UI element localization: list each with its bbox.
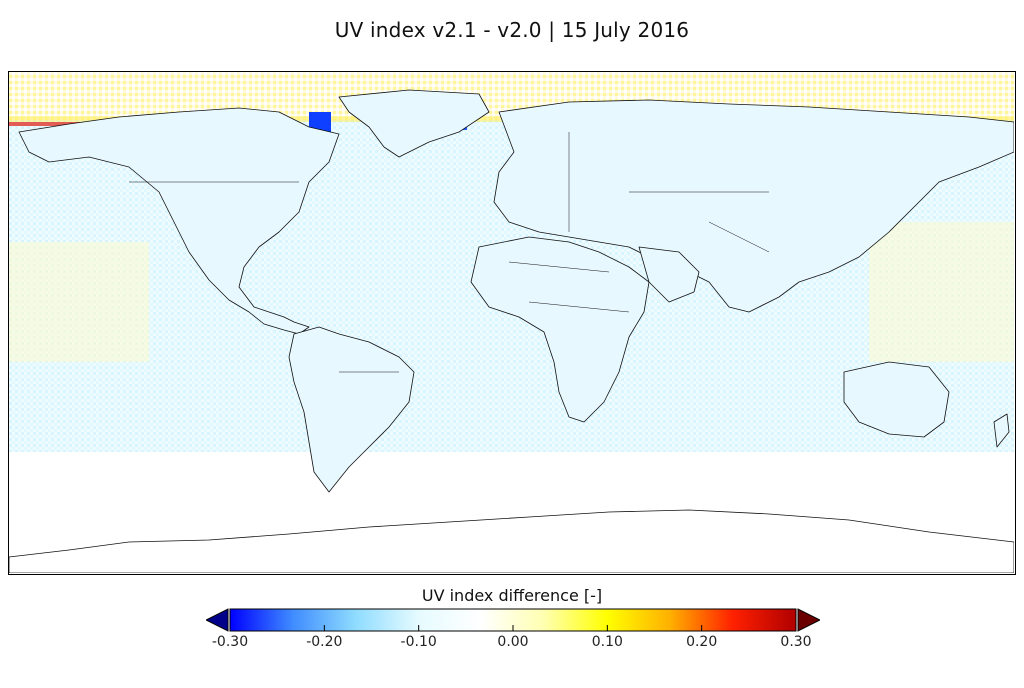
map-title: UV index v2.1 - v2.0 | 15 July 2016	[334, 18, 690, 42]
antarctica	[9, 509, 1014, 573]
arabia	[638, 246, 700, 303]
pacific-east-yellow	[9, 242, 149, 362]
country-borders	[129, 132, 770, 373]
colorbar-tick-label: 0.00	[497, 634, 529, 650]
new-zealand	[993, 413, 1010, 448]
australia	[843, 361, 950, 438]
south-america	[288, 326, 415, 493]
colorbar-tick-label: -0.10	[400, 634, 437, 650]
coastlines	[9, 89, 1014, 573]
colorbar-tick-label: -0.20	[306, 634, 343, 650]
world-map	[9, 72, 1014, 573]
eurasia	[493, 99, 1014, 313]
colorbar-max-extension	[797, 608, 820, 632]
pacific-west-yellow	[869, 222, 1014, 362]
colorbar-min-extension	[206, 608, 229, 632]
colorbar-tick-label: 0.30	[780, 634, 812, 650]
colorbar-tick-label: 0.20	[686, 634, 718, 650]
greenland	[338, 89, 490, 158]
map-panel	[8, 71, 1016, 575]
canada-negative-patch	[309, 112, 331, 132]
colorbar-tick-label: -0.30	[211, 634, 249, 650]
north-america	[18, 107, 340, 335]
colorbar-tick-label: 0.10	[591, 634, 623, 650]
colorbar-label: UV index difference [-]	[421, 586, 603, 605]
colorbar	[206, 608, 820, 632]
africa	[470, 236, 650, 423]
